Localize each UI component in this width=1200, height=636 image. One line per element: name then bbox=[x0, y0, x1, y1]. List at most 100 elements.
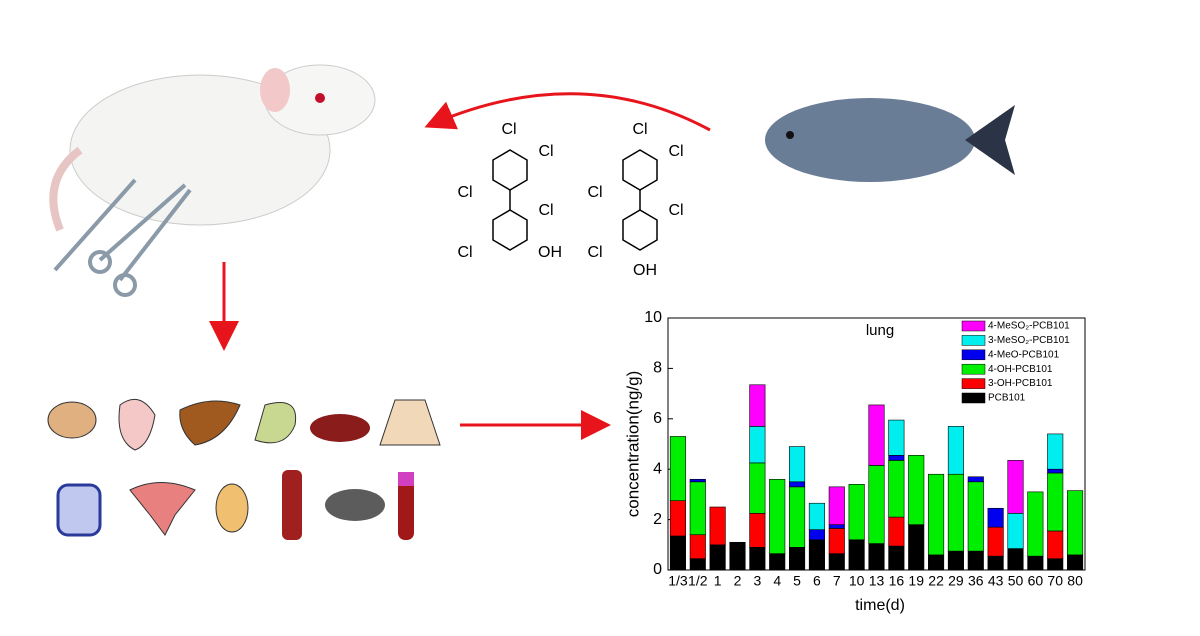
bar-segment bbox=[689, 534, 706, 559]
bar-segment bbox=[669, 436, 686, 502]
bar-segment bbox=[868, 465, 885, 544]
bar-segment bbox=[789, 481, 806, 488]
arrow bbox=[424, 92, 711, 132]
bar-segment bbox=[729, 541, 746, 571]
atom-label: Cl bbox=[538, 202, 553, 219]
bar-segment bbox=[769, 478, 786, 554]
bar-segment bbox=[928, 554, 945, 571]
bar-segment bbox=[828, 524, 845, 529]
atom-label: Cl bbox=[668, 143, 683, 160]
bar-segment bbox=[1067, 490, 1084, 556]
x-tick-label: 7 bbox=[833, 573, 841, 589]
bar-segment bbox=[828, 553, 845, 571]
annotation: lung bbox=[866, 322, 894, 339]
legend-label: PCB101 bbox=[988, 393, 1026, 404]
bar-segment bbox=[888, 516, 905, 547]
surgical-tools bbox=[53, 178, 192, 297]
x-tick-label: 3 bbox=[753, 573, 761, 589]
bar-segment bbox=[928, 473, 945, 556]
atom-label: Cl bbox=[587, 244, 602, 261]
x-axis-label: time(d) bbox=[855, 597, 905, 614]
y-tick-label: 6 bbox=[653, 410, 662, 427]
bar-segment bbox=[947, 426, 964, 475]
legend-swatch bbox=[961, 335, 986, 346]
bar-segment bbox=[749, 426, 766, 464]
legend-label: 4-MeO-PCB101 bbox=[988, 349, 1060, 360]
atom-label: Cl bbox=[457, 244, 472, 261]
x-tick-label: 60 bbox=[1028, 573, 1044, 589]
bar-segment bbox=[689, 481, 706, 536]
atom-label: OH bbox=[538, 244, 562, 261]
x-tick-label: 2 bbox=[734, 573, 742, 589]
legend-label: 3-OH-PCB101 bbox=[988, 378, 1053, 389]
x-tick-label: 70 bbox=[1047, 573, 1063, 589]
x-tick-label: 1/3 bbox=[668, 573, 688, 589]
bar-segment bbox=[868, 543, 885, 571]
bar-segment bbox=[987, 507, 1004, 528]
bar-segment bbox=[1067, 554, 1084, 571]
bar-segment bbox=[1027, 491, 1044, 557]
y-tick-label: 10 bbox=[644, 309, 662, 326]
bar-segment bbox=[808, 502, 825, 530]
bar-segment bbox=[848, 539, 865, 571]
bar-segment bbox=[987, 555, 1004, 571]
bar-segment bbox=[689, 558, 706, 571]
bar-segment bbox=[769, 553, 786, 571]
bar-segment bbox=[1047, 433, 1064, 470]
x-tick-label: 6 bbox=[813, 573, 821, 589]
bar-segment bbox=[908, 455, 925, 525]
bar-segment bbox=[808, 529, 825, 541]
bar-segment bbox=[888, 455, 905, 461]
bar-segment bbox=[709, 506, 726, 546]
bar-segment bbox=[709, 544, 726, 571]
x-tick-label: 10 bbox=[849, 573, 865, 589]
bar-segment bbox=[1007, 460, 1024, 514]
bar-segment bbox=[1047, 472, 1064, 532]
bar-segment bbox=[1027, 555, 1044, 571]
bar-segment bbox=[947, 550, 964, 571]
bar-segment bbox=[967, 550, 984, 571]
bar-segment bbox=[828, 528, 845, 554]
bar-segment bbox=[967, 481, 984, 552]
x-tick-label: 1/2 bbox=[688, 573, 708, 589]
y-tick-label: 4 bbox=[653, 460, 662, 477]
bar-segment bbox=[749, 512, 766, 548]
x-tick-label: 80 bbox=[1067, 573, 1083, 589]
atom-label: Cl bbox=[538, 143, 553, 160]
bar-segment bbox=[868, 404, 885, 466]
bar-segment bbox=[749, 462, 766, 514]
bar-segment bbox=[967, 476, 984, 483]
x-tick-label: 16 bbox=[889, 573, 905, 589]
bar-segment bbox=[828, 486, 845, 525]
molecule-structure bbox=[492, 149, 658, 251]
bar-segment bbox=[789, 547, 806, 571]
bar-segment bbox=[789, 486, 806, 548]
bar-segment bbox=[848, 484, 865, 541]
y-axis-label: concentration(ng/g) bbox=[623, 371, 642, 517]
chart: lung time(d) concentration(ng/g) bbox=[623, 317, 1086, 614]
atom-label: Cl bbox=[632, 121, 647, 138]
x-tick-label: 43 bbox=[988, 573, 1004, 589]
bar-segment bbox=[1047, 558, 1064, 571]
bar-segment bbox=[669, 500, 686, 537]
bar-segment bbox=[789, 446, 806, 483]
x-tick-label: 5 bbox=[793, 573, 801, 589]
legend-swatch bbox=[961, 378, 986, 389]
atom-label: Cl bbox=[668, 202, 683, 219]
x-tick-label: 1 bbox=[714, 573, 722, 589]
bar-segment bbox=[888, 460, 905, 518]
bar-segment bbox=[1047, 468, 1064, 474]
legend-swatch bbox=[961, 392, 986, 404]
y-tick-label: 0 bbox=[653, 561, 662, 578]
x-tick-label: 4 bbox=[773, 573, 781, 589]
bar-segment bbox=[1007, 548, 1024, 571]
bar-segment bbox=[1007, 512, 1024, 549]
y-tick-label: 2 bbox=[653, 511, 662, 528]
bar-segment bbox=[947, 473, 964, 552]
x-tick-label: 22 bbox=[928, 573, 944, 589]
legend-swatch bbox=[961, 349, 986, 361]
atom-label: Cl bbox=[587, 184, 602, 201]
legend-label: 4-OH-PCB101 bbox=[988, 364, 1053, 375]
x-tick-label: 50 bbox=[1008, 573, 1024, 589]
